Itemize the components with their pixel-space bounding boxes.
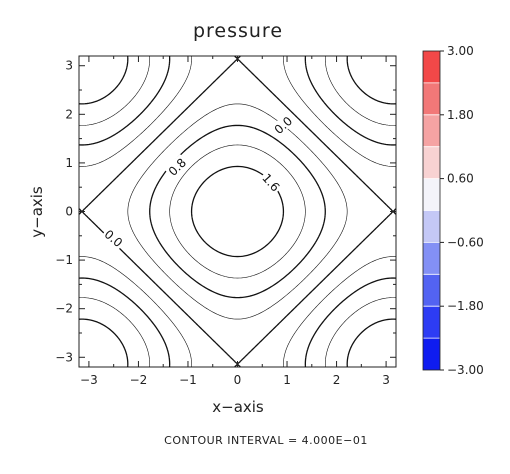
contour-line bbox=[78, 55, 397, 368]
y-tick-label: 2 bbox=[65, 107, 73, 121]
y-tick-label: 0 bbox=[65, 205, 73, 219]
colorbar-bin bbox=[423, 338, 440, 370]
colorbar-bin bbox=[423, 146, 440, 179]
colorbar-tick-label: −0.60 bbox=[447, 235, 484, 249]
y-tick-label: −3 bbox=[55, 350, 73, 364]
colorbar-tick-label: 1.80 bbox=[447, 108, 474, 122]
x-ticks: −3 −2 −1 0 1 2 3 bbox=[80, 56, 390, 387]
x-tick-label: −2 bbox=[130, 373, 148, 387]
colorbar-bin bbox=[423, 210, 440, 243]
colorbar-bin bbox=[423, 178, 440, 211]
contour-label: 0.8 bbox=[166, 155, 189, 178]
colorbar-bin bbox=[423, 51, 440, 83]
y-tick-label: −1 bbox=[55, 253, 73, 267]
plot-frame bbox=[78, 55, 397, 368]
x-tick-label: −1 bbox=[179, 373, 197, 387]
colorbar-tick-label: −3.00 bbox=[447, 363, 484, 377]
y-axis-label: y−axis bbox=[28, 186, 46, 238]
contour-label-bg bbox=[270, 112, 296, 137]
contour-line bbox=[149, 124, 326, 299]
colorbar-bin bbox=[423, 306, 440, 339]
y-tick-label: −2 bbox=[55, 302, 73, 316]
contour-line bbox=[78, 55, 397, 368]
colorbar-bin bbox=[423, 242, 440, 275]
contour-line bbox=[78, 55, 397, 368]
colorbar-tick-label: −1.80 bbox=[447, 299, 484, 313]
y-tick-label: 3 bbox=[65, 59, 73, 73]
x-tick-label: 0 bbox=[234, 373, 242, 387]
contour-interval-note: CONTOUR INTERVAL = 4.000E−01 bbox=[164, 434, 368, 447]
contour-label-bg bbox=[259, 169, 284, 195]
contour-lines bbox=[78, 55, 397, 368]
colorbar-tick-label: 0.60 bbox=[447, 172, 474, 186]
contour-line bbox=[78, 55, 397, 368]
colorbar-bin bbox=[423, 274, 440, 307]
contour-label: 0.0 bbox=[272, 114, 296, 137]
colorbar-bin bbox=[423, 82, 440, 115]
contour-line bbox=[127, 103, 348, 320]
x-tick-label: 1 bbox=[283, 373, 291, 387]
y-ticks: −3 −2 −1 0 1 2 3 bbox=[55, 59, 396, 364]
colorbar-frame bbox=[422, 50, 441, 371]
contour-label-bg bbox=[164, 154, 190, 179]
chart-title: pressure bbox=[193, 20, 283, 42]
colorbar-bin bbox=[423, 114, 440, 147]
y-tick-label: 1 bbox=[65, 156, 73, 170]
x-tick-label: 3 bbox=[382, 373, 390, 387]
contour-label-bg bbox=[101, 225, 127, 250]
x-tick-label: 2 bbox=[333, 373, 341, 387]
contour-line bbox=[78, 55, 397, 368]
colorbar: 3.00 1.80 0.60 −0.60 −1.80 −3.00 bbox=[422, 44, 484, 377]
contour-line bbox=[169, 144, 306, 279]
colorbar-tick-label: 3.00 bbox=[447, 44, 474, 58]
contour-label: 0.0 bbox=[102, 227, 126, 250]
x-axis-label: x−axis bbox=[212, 398, 264, 416]
x-tick-label: −3 bbox=[80, 373, 98, 387]
